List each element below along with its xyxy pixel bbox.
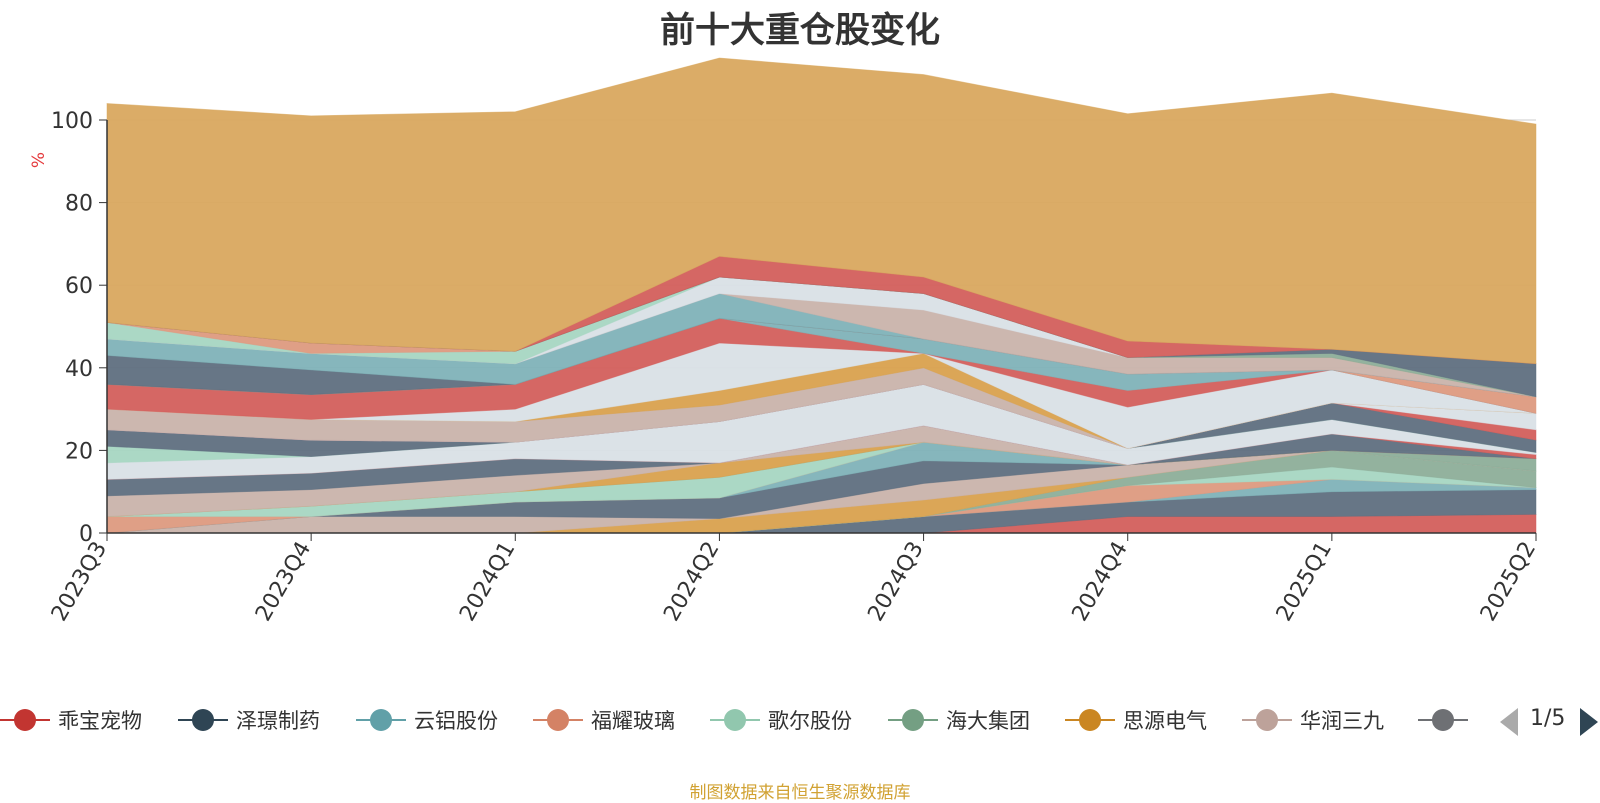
x-tick-label: 2025Q1 [1272,538,1337,626]
legend-item[interactable]: 乖宝宠物 [0,700,142,740]
legend-page-indicator: 1/5 [1530,706,1566,731]
x-tick-label: 2023Q3 [47,538,112,626]
stacked-areas [106,57,1537,534]
legend-marker-icon [1242,707,1292,733]
legend-marker-icon [0,707,50,733]
x-tick-label: 2023Q4 [251,538,316,626]
legend-item[interactable]: 思源电气 [1065,700,1207,740]
y-tick-label: 100 [51,109,93,134]
legend-marker-icon [356,707,406,733]
legend-marker-icon [1065,707,1115,733]
x-tick-label: 2024Q4 [1068,538,1133,626]
legend-label: 歌尔股份 [768,709,852,733]
y-tick-label: 60 [65,274,93,299]
y-tick-label: 20 [65,439,93,464]
legend-item[interactable]: ⅰ [1418,700,1468,740]
legend-label: 福耀玻璃 [591,709,675,733]
legend-marker-icon [178,707,228,733]
legend-marker-icon [533,707,583,733]
legend-label: 云铝股份 [414,709,498,733]
y-tick-label: 40 [65,357,93,382]
legend-item[interactable]: 华润三九 [1242,700,1384,740]
x-tick-label: 2025Q2 [1476,538,1541,626]
legend-item[interactable]: 云铝股份 [356,700,498,740]
legend-label: 海大集团 [946,709,1030,733]
legend-marker-icon [710,707,760,733]
legend-prev-page-icon[interactable] [1500,708,1518,736]
y-tick-label: 80 [65,192,93,217]
legend-marker-icon [1418,707,1468,733]
x-tick-label: 2024Q1 [455,538,520,626]
legend: 乖宝宠物 泽璟制药 云铝股份 福耀玻璃 歌尔股份 海大集团 思源电气 华润三九 ⅰ 1/5 [0,700,1600,740]
legend-item[interactable]: 歌尔股份 [710,700,852,740]
x-tick-label: 2024Q3 [863,538,928,626]
area-series-layer-37[interactable] [106,57,1537,365]
legend-label: 泽璟制药 [236,709,320,733]
legend-label: 乖宝宠物 [58,709,142,733]
legend-items: 乖宝宠物 泽璟制药 云铝股份 福耀玻璃 歌尔股份 海大集团 思源电气 华润三九 ⅰ [0,700,1468,740]
y-tick-label: 0 [79,522,93,547]
x-tick-label: 2024Q2 [659,538,724,626]
legend-marker-icon [888,707,938,733]
legend-label: 思源电气 [1123,709,1207,733]
source-note: 制图数据来自恒生聚源数据库 [689,783,911,803]
chart-title: 前十大重仓股变化 [659,11,940,51]
legend-item[interactable]: 海大集团 [888,700,1030,740]
legend-item[interactable]: 泽璟制药 [178,700,320,740]
legend-next-page-icon[interactable] [1580,708,1598,736]
legend-label: 华润三九 [1300,709,1384,733]
legend-item[interactable]: 福耀玻璃 [533,700,675,740]
y-axis-unit-label: % [29,152,49,168]
